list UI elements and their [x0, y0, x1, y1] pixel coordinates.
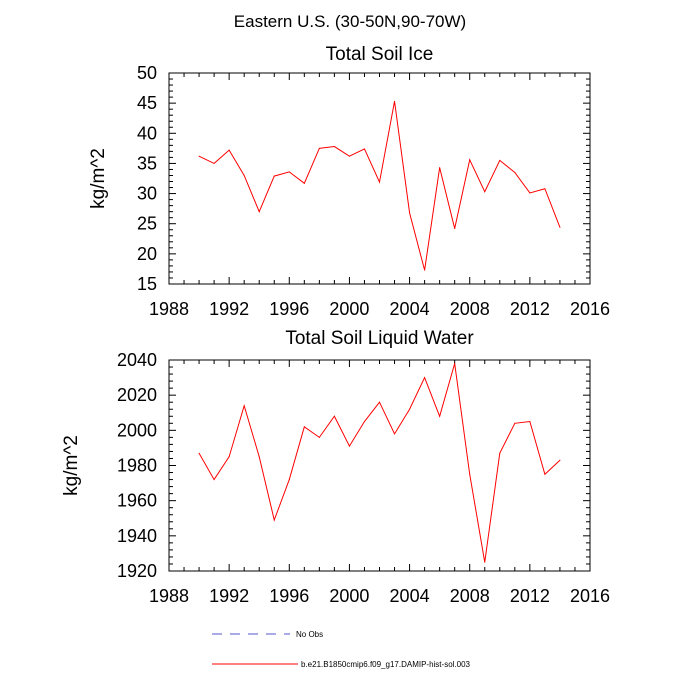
x-tick-label: 2008: [450, 299, 490, 319]
data-point: [303, 182, 305, 184]
plot-frame: [168, 72, 591, 285]
data-point: [454, 228, 456, 230]
data-point: [318, 436, 320, 438]
data-point: [258, 456, 260, 458]
data-point: [213, 162, 215, 164]
data-point: [439, 415, 441, 417]
soil-ice-panel: Total Soil Ice 1988 1992 1996 2000 2004 2008 20…: [88, 44, 610, 319]
data-point: [439, 167, 441, 169]
data-point: [424, 377, 426, 379]
data-point: [228, 149, 230, 151]
y-tick-label: 20: [137, 244, 157, 264]
data-point: [559, 459, 561, 461]
data-point: [379, 401, 380, 403]
data-point: [258, 211, 260, 213]
data-point: [484, 191, 486, 193]
legend-label-no-obs: No Obs: [296, 630, 323, 639]
data-point: [529, 192, 531, 194]
x-tick-label: 2016: [570, 299, 610, 319]
data-point: [484, 561, 486, 563]
data-point: [529, 421, 531, 423]
y-tick-label: 1980: [117, 456, 157, 476]
data-point: [228, 456, 230, 458]
panel-title: Total Soil Ice: [326, 44, 434, 65]
y-tick-label: 2040: [117, 350, 157, 370]
data-point: [363, 421, 365, 423]
y-axis-label: kg/m^2: [88, 148, 109, 209]
y-tick-label: 1920: [117, 561, 157, 581]
data-point: [469, 473, 471, 475]
x-tick-label: 2016: [570, 586, 610, 606]
x-tick-label: 1988: [149, 299, 189, 319]
plot-frame: [168, 359, 591, 572]
y-tick-label: 2020: [117, 385, 157, 405]
legend: No Obs b.e21.B1850cmip6.f09_g17.DAMIP-hi…: [212, 630, 471, 669]
x-tick-label: 2000: [329, 586, 369, 606]
data-point: [213, 479, 215, 481]
data-point: [318, 147, 320, 149]
y-tick-label: 1960: [117, 491, 157, 511]
data-point: [514, 422, 516, 424]
data-point: [394, 433, 396, 435]
data-point: [198, 155, 200, 157]
x-tick-label: 2004: [390, 299, 430, 319]
y-axis-label: kg/m^2: [61, 435, 82, 496]
data-point: [198, 452, 200, 454]
x-tick-label: 2012: [510, 299, 550, 319]
y-tick-label: 1940: [117, 526, 157, 546]
data-point: [499, 159, 501, 161]
soil-liquid-water-panel: Total Soil Liquid Water 1988 1992 1996 2000 2…: [61, 328, 610, 606]
y-tick-label: 40: [137, 123, 157, 143]
data-point: [303, 426, 305, 428]
data-point: [544, 473, 546, 475]
data-point: [559, 226, 561, 228]
data-point: [379, 181, 380, 183]
x-tick-label: 2000: [329, 299, 369, 319]
data-point: [348, 155, 350, 157]
data-point: [544, 188, 546, 190]
x-tick-label: 2004: [390, 586, 430, 606]
x-tick-label: 1996: [269, 586, 309, 606]
data-point: [333, 415, 335, 417]
data-point: [243, 405, 245, 407]
data-point: [394, 100, 396, 102]
figure-title: Eastern U.S. (30-50N,90-70W): [234, 12, 466, 31]
data-point: [424, 269, 426, 271]
data-point: [333, 146, 335, 148]
x-tick-label: 1992: [209, 586, 249, 606]
data-point: [469, 159, 471, 161]
data-point: [243, 174, 245, 176]
legend-label-model: b.e21.B1850cmip6.f09_g17.DAMIP-hist-sol.…: [301, 660, 471, 669]
y-tick-label: 15: [137, 274, 157, 294]
x-tick-label: 1992: [209, 299, 249, 319]
y-tick-label: 35: [137, 153, 157, 173]
panel-title: Total Soil Liquid Water: [285, 328, 474, 349]
series-line: [198, 101, 561, 271]
data-point: [514, 171, 516, 173]
x-tick-label: 1996: [269, 299, 309, 319]
data-point: [273, 175, 275, 177]
data-point: [288, 479, 290, 481]
x-tick-label: 2008: [450, 586, 490, 606]
data-point: [409, 408, 411, 410]
y-tick-label: 25: [137, 214, 157, 234]
x-tick-label: 2012: [510, 586, 550, 606]
y-tick-label: 45: [137, 93, 157, 113]
y-tick-label: 2000: [117, 420, 157, 440]
x-tick-label: 1988: [149, 586, 189, 606]
series-line: [198, 363, 561, 563]
data-point: [454, 363, 456, 365]
data-point: [363, 148, 365, 150]
data-point: [273, 519, 275, 521]
data-point: [348, 445, 350, 447]
data-point: [499, 452, 501, 454]
data-point: [409, 212, 411, 214]
data-point: [288, 171, 290, 173]
y-tick-label: 50: [137, 63, 157, 83]
y-tick-label: 30: [137, 184, 157, 204]
